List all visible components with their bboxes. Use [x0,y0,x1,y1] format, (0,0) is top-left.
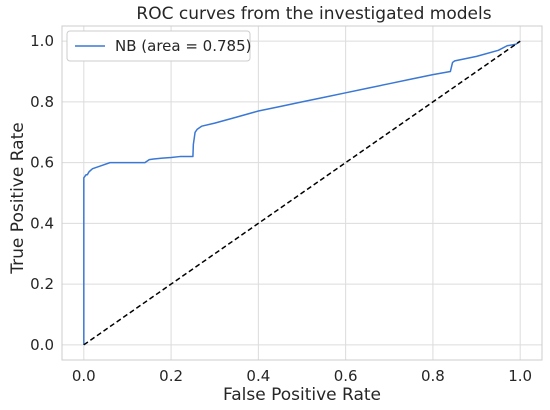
x-tick-label: 0.6 [334,367,358,385]
roc-curve-nb [83,40,521,345]
y-axis-label: True Positive Rate [8,122,28,274]
y-tick-label: 0.0 [30,336,54,354]
x-tick-label: 1.0 [508,367,532,385]
y-tick-label: 0.6 [30,154,54,172]
chance-diagonal-line [83,40,521,346]
y-tick-label: 0.4 [30,214,54,232]
chart-title: ROC curves from the investigated models [136,4,491,24]
plot-area [61,25,543,361]
legend-label-nb: NB (area = 0.785) [115,37,251,55]
x-tick-label: 0.8 [421,367,445,385]
legend-box [66,30,251,62]
x-tick-label: 0.0 [72,367,96,385]
x-tick-label: 0.4 [246,367,270,385]
y-tick-label: 0.8 [30,93,54,111]
legend: NB (area = 0.785) [66,30,251,62]
y-tick-label: 1.0 [30,32,54,50]
x-axis-label: False Positive Rate [223,385,381,405]
x-tick-label: 0.2 [159,367,183,385]
y-tick-label: 0.2 [30,275,54,293]
